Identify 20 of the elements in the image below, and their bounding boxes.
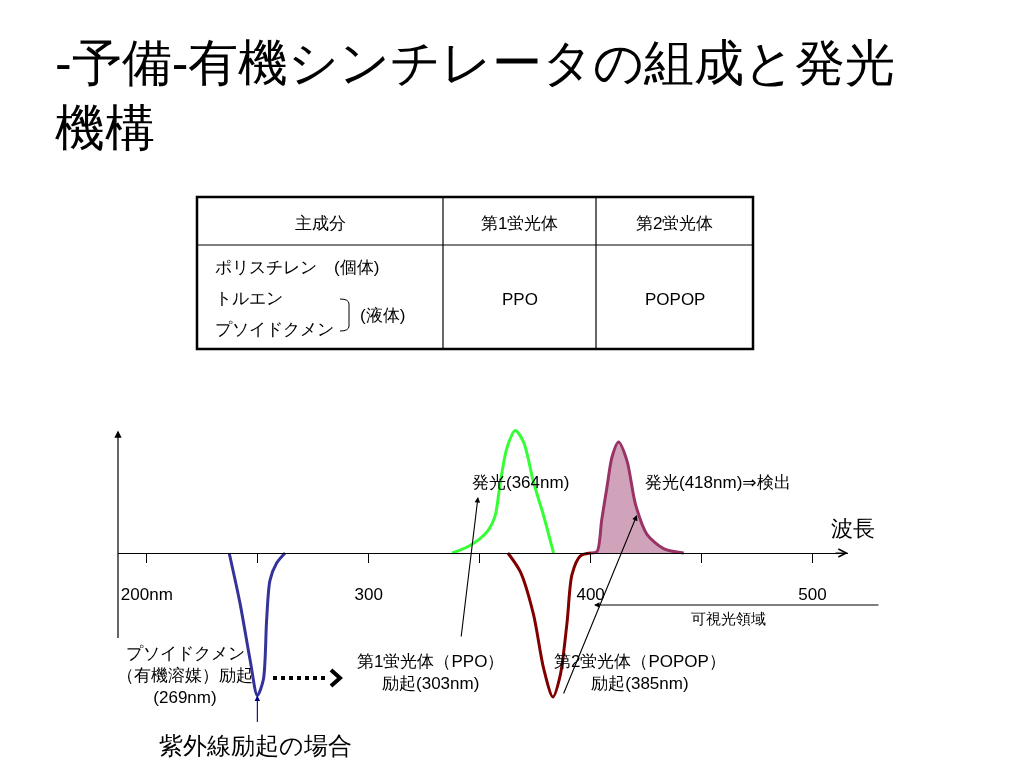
- text: (液体): [360, 306, 406, 325]
- category-label: 第2蛍光体: [636, 214, 714, 233]
- text: プソイドクメン: [215, 320, 334, 339]
- annotation: 第1蛍光体（PPO）励起(303nm): [357, 652, 505, 694]
- text: POPOP: [645, 290, 706, 309]
- category-label: 第1蛍光体: [481, 214, 559, 233]
- annotation: プソイドクメン（有機溶媒）励起(269nm): [117, 644, 253, 708]
- x-tick-label: 500: [798, 584, 827, 604]
- text: -予備-有機シンチレータの組成と発光機構: [55, 35, 896, 156]
- x-tick-label: 200nm: [120, 584, 173, 604]
- x-axis-title: 波長: [831, 516, 875, 541]
- text: PPO: [502, 290, 538, 309]
- text: ポリスチレン (個体): [215, 258, 380, 277]
- text: トルエン: [215, 289, 283, 308]
- x-tick-label: 400: [576, 584, 605, 604]
- annotation: 可視光領域: [691, 610, 766, 627]
- x-tick-label: 300: [354, 584, 383, 604]
- annotation: 発光(418nm)⇒検出: [645, 473, 791, 492]
- category-label: 主成分: [295, 214, 346, 233]
- annotation: 紫外線励起の場合: [159, 732, 352, 759]
